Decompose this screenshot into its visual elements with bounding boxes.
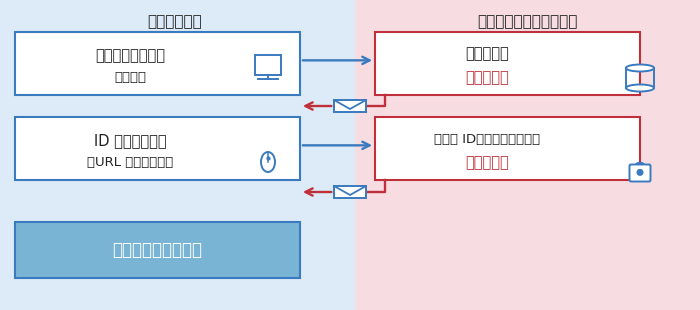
Text: （無料）: （無料） — [114, 71, 146, 84]
Bar — [334, 100, 366, 112]
Text: 【ご利用者】: 【ご利用者】 — [148, 14, 202, 29]
Bar — [0, 0, 355, 310]
Text: ＜本登録＞: ＜本登録＞ — [465, 155, 509, 170]
Bar — [15, 117, 300, 180]
Bar — [375, 32, 640, 95]
Text: ＜仓登録＞: ＜仓登録＞ — [465, 70, 509, 85]
Bar — [255, 55, 281, 75]
Circle shape — [637, 170, 643, 175]
Text: ID 発行意思確認: ID 発行意思確認 — [94, 133, 167, 148]
Text: 登録手続き: 登録手続き — [465, 46, 509, 62]
Bar — [15, 222, 300, 278]
FancyBboxPatch shape — [629, 165, 650, 181]
Text: ユーザ ID・パスワード発行: ユーザ ID・パスワード発行 — [434, 133, 540, 146]
Text: 【ビューローベリタス】: 【ビューローベリタス】 — [477, 14, 578, 29]
Ellipse shape — [626, 85, 654, 91]
Bar — [15, 32, 300, 95]
Ellipse shape — [261, 152, 275, 172]
Bar — [355, 0, 700, 310]
Ellipse shape — [626, 64, 654, 72]
Bar — [334, 186, 366, 198]
Text: （URL をクリック）: （URL をクリック） — [87, 156, 173, 169]
Text: ご利用お申し込み: ご利用お申し込み — [95, 48, 165, 64]
Text: ログイン・利用開始: ログイン・利用開始 — [112, 241, 202, 259]
Bar — [375, 117, 640, 180]
